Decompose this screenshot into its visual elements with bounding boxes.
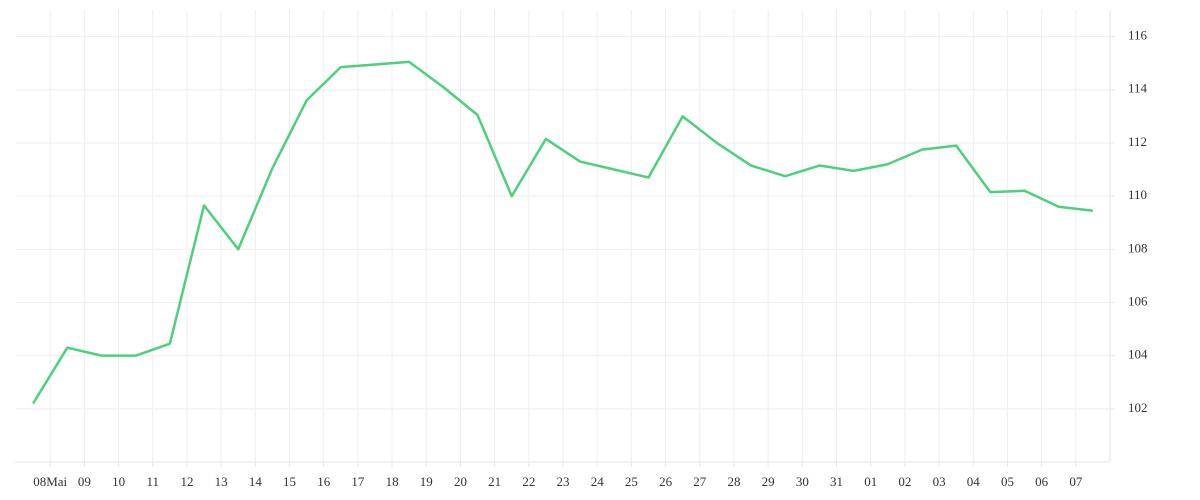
y-tick-label: 104 <box>1128 347 1148 362</box>
x-tick-label: 24 <box>591 474 605 489</box>
x-tick-label: 05 <box>1001 474 1014 489</box>
x-tick-label: 16 <box>317 474 331 489</box>
y-tick-label: 106 <box>1128 293 1148 308</box>
x-tick-label: 27 <box>693 474 707 489</box>
x-tick-label: 21 <box>488 474 501 489</box>
x-tick-label: 01 <box>864 474 877 489</box>
x-tick-label: 28 <box>727 474 740 489</box>
x-tick-label: 06 <box>1035 474 1049 489</box>
y-tick-label: 102 <box>1128 400 1148 415</box>
x-tick-label: 26 <box>659 474 673 489</box>
y-tick-label: 112 <box>1128 134 1147 149</box>
x-tick-label: 23 <box>557 474 570 489</box>
y-tick-label: 110 <box>1128 187 1147 202</box>
x-tick-label: 30 <box>796 474 809 489</box>
x-tick-label: 12 <box>180 474 193 489</box>
x-tick-label: 14 <box>249 474 263 489</box>
y-tick-label: 116 <box>1128 28 1148 43</box>
x-tick-label: 04 <box>967 474 981 489</box>
x-tick-label: 13 <box>215 474 228 489</box>
y-tick-label: 108 <box>1128 240 1148 255</box>
x-tick-label: 11 <box>146 474 159 489</box>
x-tick-label: 08Mai <box>33 474 67 489</box>
x-tick-label: 31 <box>830 474 843 489</box>
x-tick-label: 22 <box>522 474 535 489</box>
x-tick-label: 25 <box>625 474 638 489</box>
x-tick-label: 20 <box>454 474 467 489</box>
x-tick-label: 02 <box>898 474 911 489</box>
x-tick-label: 09 <box>78 474 91 489</box>
data-line <box>32 60 1094 405</box>
y-tick-label: 114 <box>1128 81 1148 96</box>
x-tick-label: 19 <box>420 474 433 489</box>
x-tick-label: 15 <box>283 474 296 489</box>
x-tick-label: 17 <box>351 474 365 489</box>
x-tick-label: 10 <box>112 474 125 489</box>
x-tick-label: 07 <box>1069 474 1083 489</box>
x-tick-label: 03 <box>933 474 946 489</box>
x-tick-label: 29 <box>762 474 775 489</box>
x-tick-label: 18 <box>386 474 399 489</box>
